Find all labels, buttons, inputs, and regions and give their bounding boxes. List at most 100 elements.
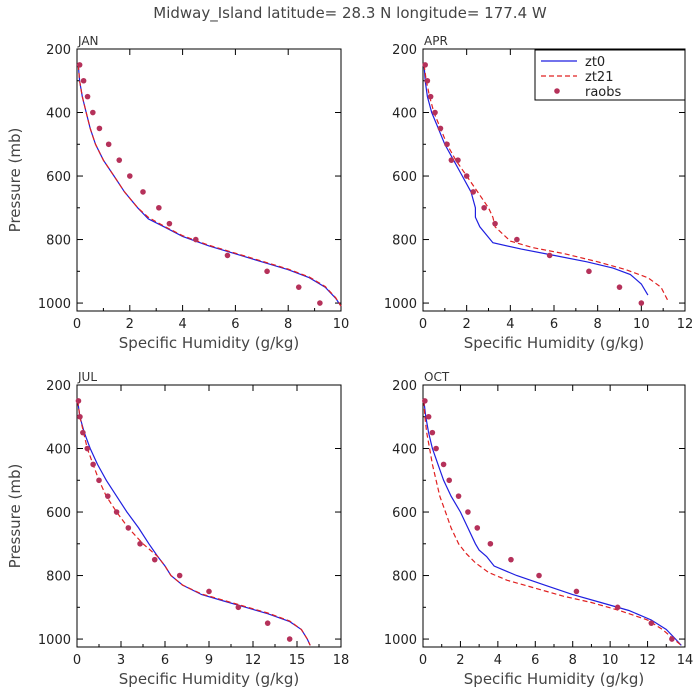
x-tick-label-oct-5: 10 <box>602 653 619 668</box>
point-raobs-apr-16 <box>638 300 645 306</box>
point-raobs-oct-4 <box>440 461 447 468</box>
point-raobs-oct-1 <box>425 413 432 420</box>
x-tick-label-oct-6: 12 <box>639 653 656 668</box>
point-raobs-jul-6 <box>105 493 111 499</box>
point-raobs-oct-7 <box>465 509 471 515</box>
legend-box <box>534 49 686 101</box>
legend-label-zt21: zt21 <box>585 70 613 85</box>
point-raobs-apr-15 <box>616 284 623 290</box>
point-raobs-apr-6 <box>448 157 455 163</box>
panel-label-apr: APR <box>424 34 448 48</box>
point-raobs-jul-10 <box>151 556 158 563</box>
x-axis-label-oct: Specific Humidity (g/kg) <box>464 670 644 688</box>
series-raobs-jul <box>75 398 293 642</box>
point-raobs-oct-9 <box>487 540 494 547</box>
point-raobs-apr-10 <box>481 204 487 211</box>
point-raobs-jul-11 <box>176 572 183 579</box>
x-tick-label-apr-4: 8 <box>594 317 602 332</box>
series-raobs-apr <box>422 62 645 306</box>
point-raobs-apr-4 <box>437 125 444 132</box>
x-tick-label-apr-1: 2 <box>463 317 471 332</box>
panels: JAN 0 2 4 6 8 10 200 400 600 800 1000 Specific Humid… <box>6 34 693 688</box>
point-raobs-oct-15 <box>669 636 675 642</box>
point-raobs-jan-6 <box>116 157 123 163</box>
y-tick-label-oct-1: 400 <box>392 443 417 458</box>
y-tick-label-jan-3: 800 <box>46 234 71 249</box>
x-tick-label-jan-3: 6 <box>231 317 239 332</box>
point-raobs-oct-6 <box>455 493 462 499</box>
point-raobs-jan-1 <box>80 77 87 84</box>
legend-label-zt0: zt0 <box>585 55 605 70</box>
point-raobs-apr-9 <box>470 189 477 195</box>
y-tick-label-jan-1: 400 <box>46 107 71 122</box>
x-tick-label-oct-7: 14 <box>677 653 694 668</box>
x-tick-label-apr-5: 10 <box>633 317 650 332</box>
point-raobs-oct-2 <box>429 429 436 436</box>
y-tick-label-oct-4: 1000 <box>384 633 417 648</box>
y-tick-label-oct-2: 600 <box>392 506 417 521</box>
point-raobs-oct-11 <box>536 572 542 579</box>
y-tick-label-jul-1: 400 <box>46 443 71 458</box>
y-tick-label-jul-0: 200 <box>46 379 71 394</box>
x-axis-label-jul: Specific Humidity (g/kg) <box>119 670 299 688</box>
point-raobs-jan-11 <box>193 236 199 243</box>
point-raobs-jan-10 <box>166 220 173 227</box>
y-axis-label-jan: Pressure (mb) <box>6 128 24 233</box>
point-raobs-jul-14 <box>264 620 271 626</box>
point-raobs-jan-8 <box>140 189 146 195</box>
x-tick-label-jul-5: 15 <box>289 653 306 668</box>
point-raobs-jul-8 <box>125 525 132 531</box>
point-raobs-jan-12 <box>224 252 231 259</box>
panel-jul: JUL 0 3 6 9 12 15 18 200 400 600 800 1000 Specific Hu… <box>6 370 349 688</box>
x-tick-label-jan-5: 10 <box>333 317 350 332</box>
series-line-zt21-jan <box>77 64 342 307</box>
y-tick-label-jan-2: 600 <box>46 170 71 185</box>
series-line-zt0-oct <box>423 400 682 646</box>
point-raobs-apr-0 <box>422 62 428 68</box>
point-raobs-apr-1 <box>424 77 431 84</box>
x-tick-label-oct-3: 6 <box>531 653 539 668</box>
x-tick-label-jan-0: 0 <box>73 317 81 332</box>
x-tick-label-oct-2: 4 <box>494 653 502 668</box>
point-raobs-oct-12 <box>573 588 580 595</box>
x-tick-label-jan-4: 8 <box>284 317 292 332</box>
panel-apr: APR 0 2 4 6 8 10 12 200 400 600 800 1000 Specific Hum… <box>384 34 693 352</box>
point-raobs-jul-0 <box>75 398 82 404</box>
x-axis-label-jan: Specific Humidity (g/kg) <box>119 334 299 352</box>
point-raobs-jan-5 <box>105 141 112 148</box>
x-tick-label-jul-2: 6 <box>161 653 169 668</box>
y-tick-label-apr-3: 800 <box>392 234 417 249</box>
series-line-zt21-oct <box>423 400 682 646</box>
point-raobs-apr-13 <box>546 252 553 259</box>
legend-label-raobs: raobs <box>585 85 622 100</box>
y-axis-label-jul: Pressure (mb) <box>6 464 24 569</box>
series-line-zt21-jul <box>77 400 311 646</box>
point-raobs-jul-12 <box>206 588 212 595</box>
x-tick-label-apr-6: 12 <box>677 317 694 332</box>
legend-marker-raobs <box>554 88 560 94</box>
x-axis-label-apr: Specific Humidity (g/kg) <box>464 334 644 352</box>
point-raobs-jan-3 <box>90 109 96 116</box>
point-raobs-jan-7 <box>127 173 133 179</box>
y-tick-label-jan-4: 1000 <box>38 297 71 312</box>
y-tick-label-jul-3: 800 <box>46 570 71 585</box>
y-tick-label-jul-4: 1000 <box>38 633 71 648</box>
y-tick-label-jan-0: 200 <box>46 43 71 58</box>
x-tick-label-jul-4: 12 <box>245 653 262 668</box>
point-raobs-jan-14 <box>295 284 302 290</box>
y-tick-label-jul-2: 600 <box>46 506 71 521</box>
point-raobs-jul-4 <box>90 461 96 468</box>
y-tick-label-oct-0: 200 <box>392 379 417 394</box>
point-raobs-jan-4 <box>96 125 103 132</box>
figure-title: Midway_Island latitude= 28.3 N longitude… <box>153 4 547 23</box>
point-raobs-jul-7 <box>113 509 120 515</box>
point-raobs-oct-3 <box>433 445 439 452</box>
point-raobs-jan-0 <box>76 62 83 68</box>
panel-oct: OCT 0 2 4 6 8 10 12 14 200 400 600 800 1000 Specific H… <box>384 370 693 688</box>
panel-label-jan: JAN <box>77 34 99 48</box>
point-raobs-oct-14 <box>648 620 655 626</box>
point-raobs-jul-5 <box>96 477 102 484</box>
x-tick-label-jul-1: 3 <box>117 653 125 668</box>
point-raobs-jul-1 <box>77 413 83 420</box>
